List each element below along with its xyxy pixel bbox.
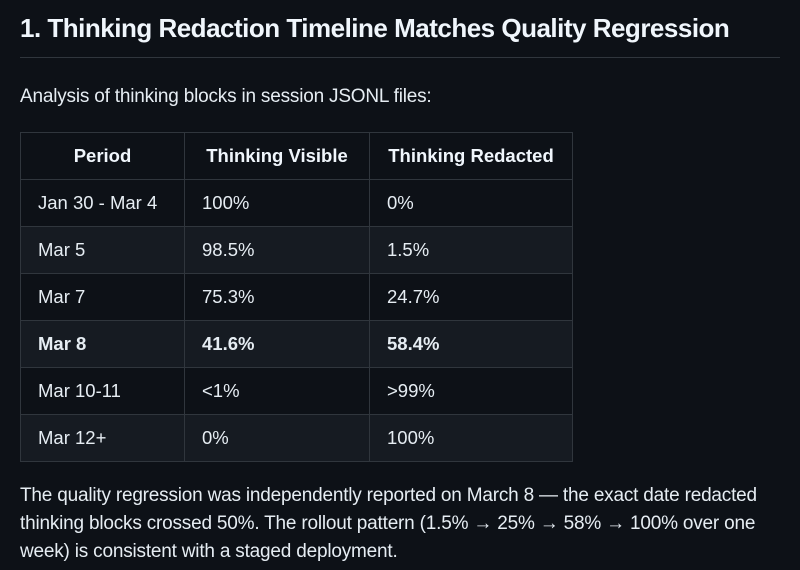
thinking-redaction-table: Period Thinking Visible Thinking Redacte… (20, 131, 573, 462)
thinking-visible-cell: 75.3% (184, 272, 370, 321)
analysis-conclusion-paragraph: The quality regression was independently… (20, 484, 757, 562)
column-header-period: Period (20, 131, 185, 180)
thinking-visible-cell: 41.6% (184, 319, 370, 368)
thinking-redacted-cell: 0% (369, 178, 573, 227)
table-row: Mar 12+ 0% 100% (20, 413, 573, 462)
thinking-visible-cell: 100% (184, 178, 370, 227)
column-header-thinking-visible: Thinking Visible (184, 131, 370, 180)
period-cell: Mar 5 (20, 225, 185, 274)
thinking-visible-cell: 0% (184, 413, 370, 462)
column-header-thinking-redacted: Thinking Redacted (369, 131, 573, 180)
thinking-redacted-cell: 1.5% (369, 225, 573, 274)
period-cell: Mar 7 (20, 272, 185, 321)
table-row: Jan 30 - Mar 4 100% 0% (20, 178, 573, 227)
table-row: Mar 8 41.6% 58.4% (20, 319, 573, 368)
period-cell: Mar 12+ (20, 413, 185, 462)
page-title: 1. Thinking Redaction Timeline Matches Q… (20, 12, 780, 58)
thinking-redacted-cell: 24.7% (369, 272, 573, 321)
thinking-visible-cell: 98.5% (184, 225, 370, 274)
table-header-row: Period Thinking Visible Thinking Redacte… (20, 131, 573, 180)
table-row: Mar 10-11 <1% >99% (20, 366, 573, 415)
intro-paragraph: Analysis of thinking blocks in session J… (20, 85, 432, 107)
thinking-redacted-cell: 100% (369, 413, 573, 462)
table-row: Mar 7 75.3% 24.7% (20, 272, 573, 321)
table-header: Period Thinking Visible Thinking Redacte… (20, 131, 573, 180)
thinking-visible-cell: <1% (184, 366, 370, 415)
period-cell: Mar 8 (20, 319, 185, 368)
table-row: Mar 5 98.5% 1.5% (20, 225, 573, 274)
thinking-redacted-cell: 58.4% (369, 319, 573, 368)
period-cell: Mar 10-11 (20, 366, 185, 415)
period-cell: Jan 30 - Mar 4 (20, 178, 185, 227)
thinking-redacted-cell: >99% (369, 366, 573, 415)
